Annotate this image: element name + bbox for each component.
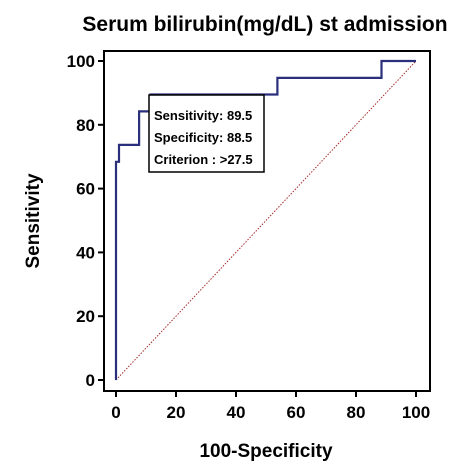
plot-area: 0 20 40 60 80 100 0 20 40 60 80 100 Sensitivity: 89.…	[67, 50, 431, 422]
y-tick-label: 80	[76, 116, 95, 135]
y-tick-label: 20	[76, 307, 95, 326]
x-tick-label: 40	[227, 403, 246, 422]
x-tick-label: 100	[402, 403, 430, 422]
chart-title: Serum bilirubin(mg/dL) st admission	[82, 13, 447, 36]
plot-frame	[103, 50, 431, 392]
y-tick-label: 40	[76, 243, 95, 262]
x-tick-label: 0	[111, 403, 120, 422]
reference-diagonal-line	[115, 60, 417, 381]
info-box-line: Specificity: 88.5	[154, 130, 252, 145]
info-box-line: Criterion : >27.5	[154, 152, 253, 167]
info-box-line: Sensitivity: 89.5	[154, 108, 252, 123]
y-tick-label: 60	[76, 180, 95, 199]
y-tick-label: 0	[86, 371, 95, 390]
x-tick-label: 80	[347, 403, 366, 422]
x-tick-label: 20	[167, 403, 186, 422]
y-tick-label: 100	[67, 52, 95, 71]
y-axis-label: Sensitivity	[23, 173, 44, 268]
x-axis-label: 100-Specificity	[199, 441, 332, 462]
info-box-frame	[148, 94, 265, 173]
x-tick-label: 60	[287, 403, 306, 422]
criterion-info-box: Sensitivity: 89.5 Specificity: 88.5 Criter…	[148, 94, 265, 173]
